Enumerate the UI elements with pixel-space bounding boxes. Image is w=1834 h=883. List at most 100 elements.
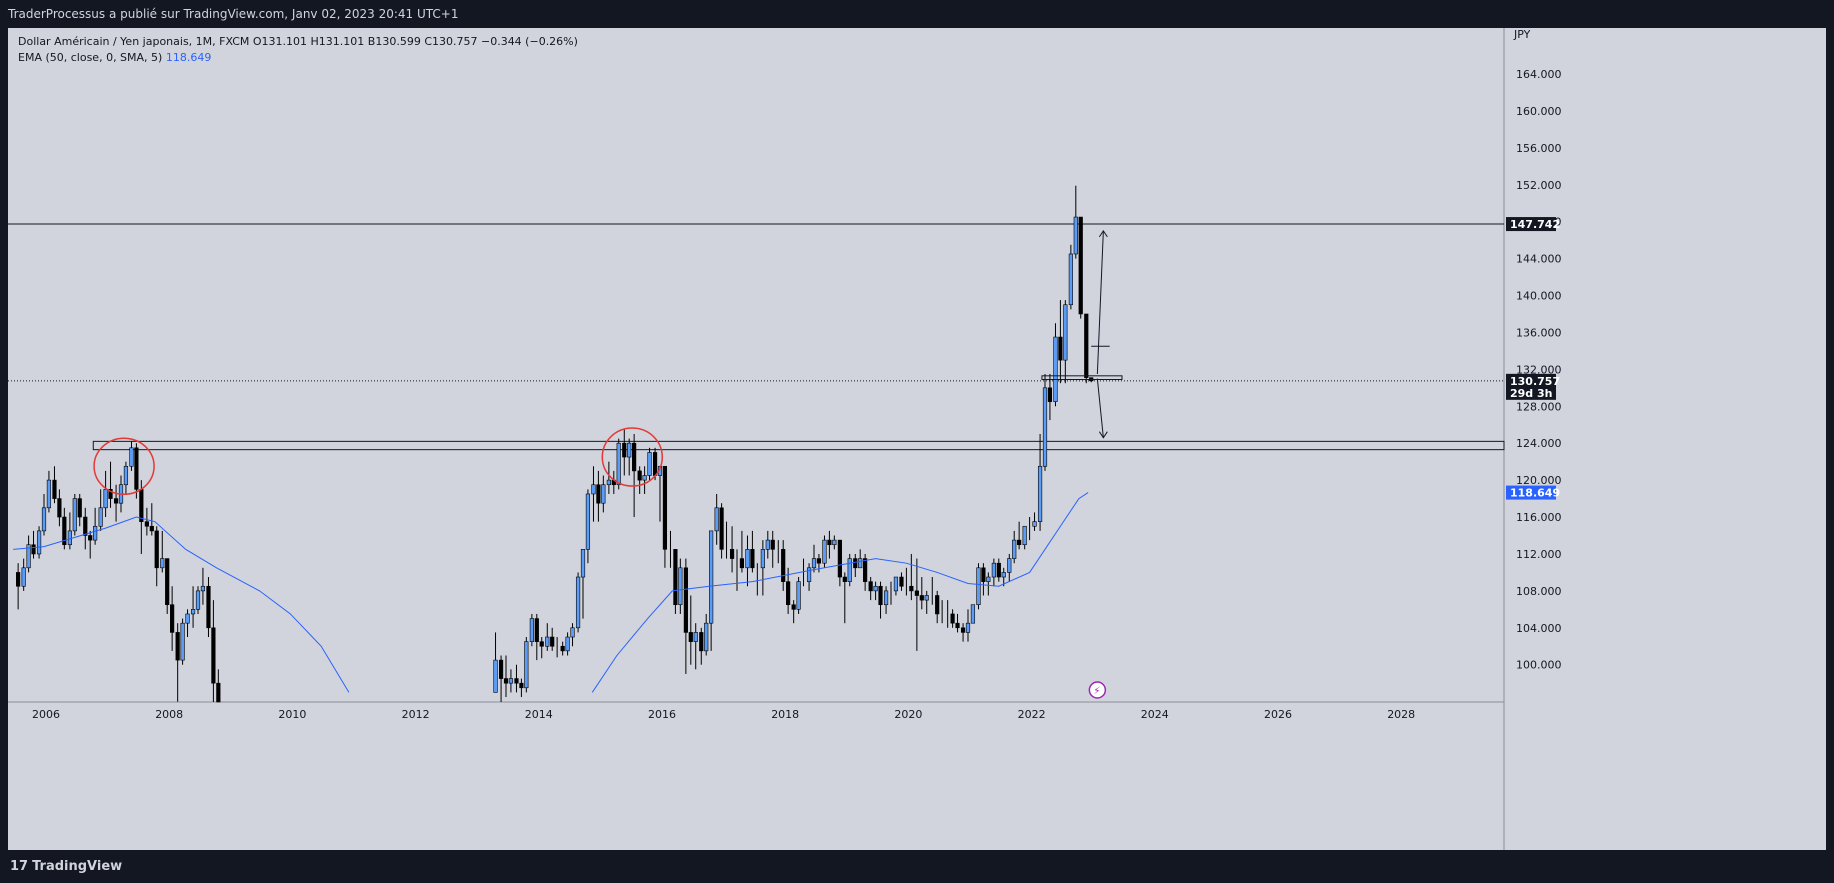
bearish-candle[interactable] bbox=[211, 627, 216, 684]
bearish-candle[interactable] bbox=[935, 595, 940, 615]
bullish-candle[interactable] bbox=[36, 530, 42, 555]
bearish-candle[interactable] bbox=[729, 549, 735, 559]
bullish-candle[interactable] bbox=[1073, 216, 1078, 255]
bullish-candle[interactable] bbox=[976, 567, 981, 606]
bullish-candle[interactable] bbox=[642, 475, 647, 481]
price-axis-panel[interactable] bbox=[1504, 28, 1826, 850]
bearish-candle[interactable] bbox=[216, 682, 221, 703]
bullish-candle[interactable] bbox=[67, 530, 72, 546]
bullish-candle[interactable] bbox=[627, 442, 632, 458]
bearish-candle[interactable] bbox=[88, 535, 93, 541]
bearish-candle[interactable] bbox=[83, 516, 88, 536]
bearish-candle[interactable] bbox=[175, 632, 180, 661]
bearish-candle[interactable] bbox=[139, 489, 144, 522]
bullish-candle[interactable] bbox=[585, 493, 591, 550]
bearish-candle[interactable] bbox=[837, 539, 842, 578]
bullish-candle[interactable] bbox=[765, 539, 770, 550]
bearish-candle[interactable] bbox=[683, 567, 688, 633]
chart-area[interactable]: JPY 100.000 104.000 108.000 112.000 116.000 12… bbox=[8, 28, 1826, 850]
bearish-candle[interactable] bbox=[57, 498, 62, 518]
bearish-candle[interactable] bbox=[170, 604, 175, 633]
bearish-candle[interactable] bbox=[539, 641, 544, 647]
bullish-candle[interactable] bbox=[1012, 539, 1017, 559]
bearish-candle[interactable] bbox=[688, 632, 693, 642]
event-icon[interactable] bbox=[1088, 681, 1107, 699]
range-rectangle[interactable] bbox=[1041, 375, 1123, 381]
bearish-candle[interactable] bbox=[652, 452, 658, 476]
ema-line[interactable] bbox=[13, 492, 1089, 693]
bullish-candle[interactable] bbox=[1063, 304, 1068, 361]
bullish-candle[interactable] bbox=[493, 659, 498, 693]
bullish-candle[interactable] bbox=[606, 479, 611, 486]
bearish-candle[interactable] bbox=[955, 622, 960, 629]
bullish-candle[interactable] bbox=[647, 452, 652, 476]
bullish-candle[interactable] bbox=[806, 567, 812, 582]
bearish-candle[interactable] bbox=[816, 558, 822, 564]
bullish-candle[interactable] bbox=[72, 498, 77, 532]
bearish-candle[interactable] bbox=[596, 484, 601, 504]
bullish-candle[interactable] bbox=[575, 576, 581, 629]
bullish-candle[interactable] bbox=[883, 590, 889, 606]
bullish-candle[interactable] bbox=[41, 507, 47, 532]
bearish-candle[interactable] bbox=[62, 516, 67, 546]
bullish-candle[interactable] bbox=[858, 558, 863, 569]
bearish-candle[interactable] bbox=[981, 567, 986, 582]
bearish-candle[interactable] bbox=[842, 576, 847, 582]
bearish-candle[interactable] bbox=[750, 549, 755, 569]
bullish-candle[interactable] bbox=[46, 479, 52, 509]
bearish-candle[interactable] bbox=[519, 682, 524, 689]
bearish-candle[interactable] bbox=[149, 525, 154, 532]
bearish-candle[interactable] bbox=[863, 558, 868, 582]
bearish-candle[interactable] bbox=[622, 442, 627, 458]
bearish-candle[interactable] bbox=[560, 645, 565, 652]
bullish-candle[interactable] bbox=[545, 636, 550, 647]
bearish-candle[interactable] bbox=[919, 595, 924, 601]
bullish-candle[interactable] bbox=[704, 622, 709, 652]
tradingview-logo[interactable]: 17 TradingView bbox=[10, 859, 122, 874]
bearish-candle[interactable] bbox=[16, 572, 21, 587]
bullish-candle[interactable] bbox=[190, 609, 196, 615]
annotation-circle[interactable] bbox=[601, 427, 664, 487]
bearish-candle[interactable] bbox=[144, 521, 149, 527]
bearish-candle[interactable] bbox=[134, 447, 139, 490]
bearish-candle[interactable] bbox=[853, 558, 858, 569]
bearish-candle[interactable] bbox=[899, 576, 904, 587]
bullish-candle[interactable] bbox=[760, 549, 765, 569]
price-chart[interactable]: JPY 100.000 104.000 108.000 112.000 116.000 12… bbox=[8, 28, 1826, 850]
bullish-candle[interactable] bbox=[832, 539, 837, 546]
bullish-candle[interactable] bbox=[529, 618, 534, 642]
bullish-candle[interactable] bbox=[970, 604, 976, 624]
bullish-candle[interactable] bbox=[524, 641, 529, 689]
bearish-candle[interactable] bbox=[534, 618, 539, 642]
bearish-candle[interactable] bbox=[791, 604, 796, 610]
bullish-candle[interactable] bbox=[991, 562, 996, 578]
bearish-candle[interactable] bbox=[914, 590, 919, 596]
support-zone[interactable] bbox=[92, 440, 1505, 451]
bullish-candle[interactable] bbox=[93, 525, 98, 541]
bearish-candle[interactable] bbox=[1047, 387, 1053, 402]
bullish-candle[interactable] bbox=[873, 585, 878, 592]
bearish-candle[interactable] bbox=[632, 442, 637, 472]
bearish-candle[interactable] bbox=[739, 558, 745, 569]
bearish-candle[interactable] bbox=[206, 585, 211, 629]
bullish-candle[interactable] bbox=[1022, 525, 1027, 546]
annotation-circle[interactable] bbox=[93, 437, 155, 496]
bearish-candle[interactable] bbox=[996, 562, 1001, 578]
bearish-candle[interactable] bbox=[770, 539, 775, 550]
bullish-candle[interactable] bbox=[811, 558, 817, 569]
bearish-candle[interactable] bbox=[637, 470, 642, 481]
bullish-candle[interactable] bbox=[591, 484, 596, 495]
time-axis-panel[interactable] bbox=[8, 702, 1504, 850]
bullish-candle[interactable] bbox=[570, 627, 575, 638]
bearish-candle[interactable] bbox=[1017, 539, 1022, 546]
bearish-candle[interactable] bbox=[662, 465, 668, 550]
bullish-candle[interactable] bbox=[200, 585, 206, 592]
bearish-candle[interactable] bbox=[1058, 336, 1063, 361]
bullish-candle[interactable] bbox=[822, 539, 827, 564]
bullish-candle[interactable] bbox=[1042, 387, 1048, 467]
bearish-candle[interactable] bbox=[827, 539, 832, 546]
bullish-candle[interactable] bbox=[26, 544, 31, 569]
bullish-candle[interactable] bbox=[565, 636, 570, 652]
bearish-candle[interactable] bbox=[31, 544, 36, 555]
bullish-candle[interactable] bbox=[580, 549, 586, 578]
